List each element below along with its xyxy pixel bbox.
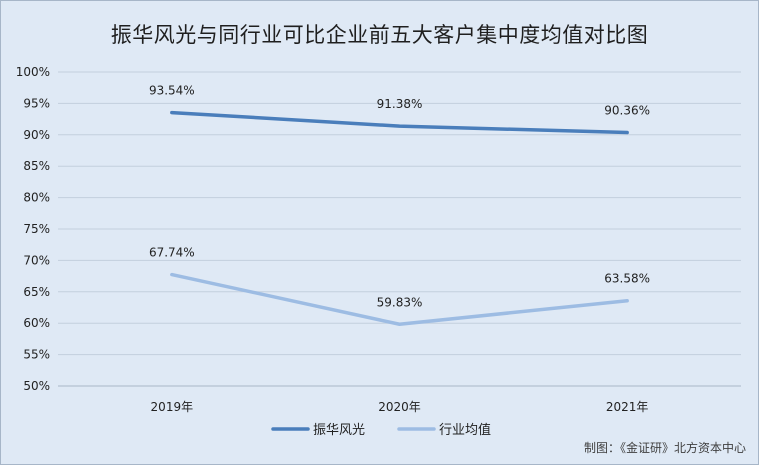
y-tick-label: 95% [23, 96, 50, 110]
y-tick-label: 70% [23, 253, 50, 267]
legend-label-2: 行业均值 [439, 422, 491, 438]
y-tick-label: 90% [23, 128, 50, 142]
x-tick-label: 2020年 [378, 400, 421, 414]
data-label: 67.74% [149, 246, 195, 260]
series-line-2 [170, 272, 629, 327]
chart-title: 振华风光与同行业可比企业前五大客户集中度均值对比图 [110, 23, 649, 47]
data-label: 59.83% [377, 295, 423, 309]
y-tick-label: 55% [23, 348, 50, 362]
source-credit: 制图：《金证研》北方资本中心 [583, 441, 746, 455]
data-label: 90.36% [604, 104, 650, 118]
data-label: 93.54% [149, 84, 195, 98]
x-tick-label: 2021年 [606, 400, 649, 414]
y-tick-label: 85% [23, 159, 50, 173]
y-tick-label: 50% [23, 379, 50, 393]
data-label: 91.38% [377, 97, 423, 111]
y-tick-label: 75% [23, 222, 50, 236]
series-line-1 [170, 110, 629, 135]
y-tick-label: 100% [16, 65, 50, 79]
data-label: 63.58% [604, 272, 650, 286]
y-tick-label: 60% [23, 316, 50, 330]
legend-label-1: 振华风光 [313, 423, 365, 438]
x-tick-label: 2019年 [151, 400, 194, 414]
y-tick-label: 80% [23, 191, 50, 205]
y-tick-label: 65% [23, 285, 50, 299]
